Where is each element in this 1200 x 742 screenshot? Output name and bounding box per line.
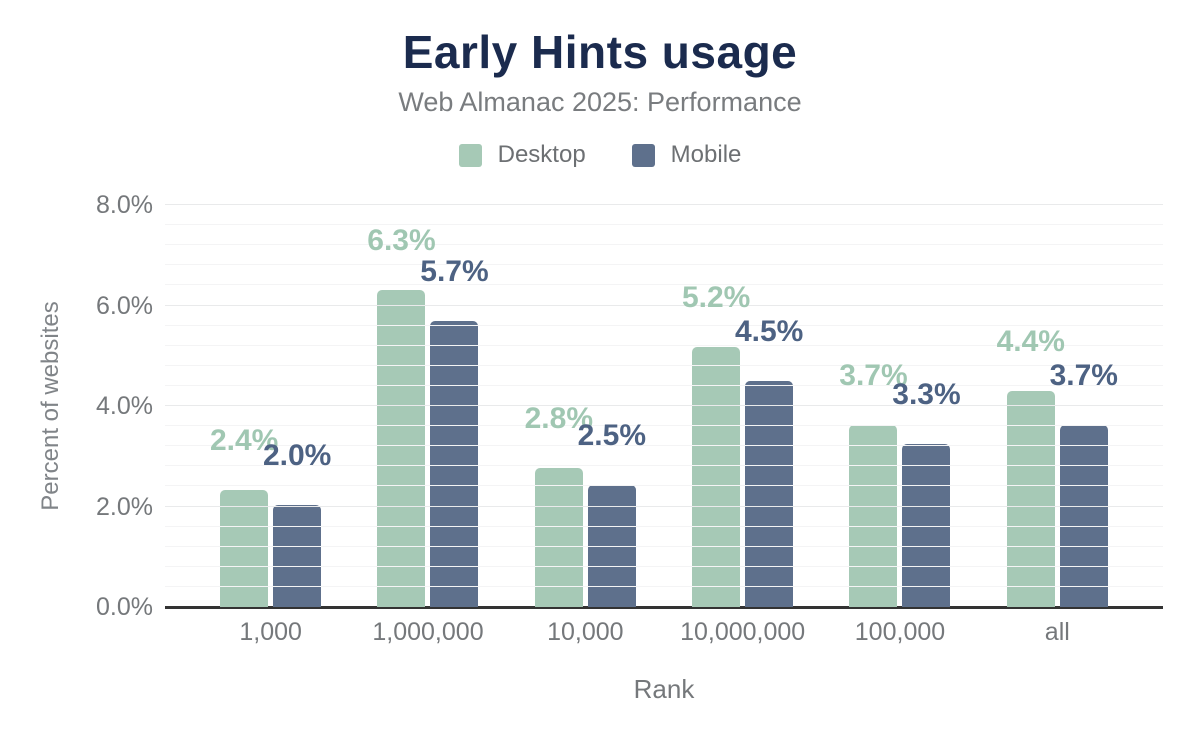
- chart-subtitle: Web Almanac 2025: Performance: [398, 87, 802, 117]
- x-tick-label: 10,000,000: [680, 618, 806, 646]
- bar-mobile: [902, 444, 951, 607]
- legend-label-mobile: Mobile: [670, 141, 742, 168]
- chart-title: Early Hints usage: [402, 26, 798, 78]
- bar-mobile: [1059, 424, 1108, 607]
- bar-desktop: [377, 289, 426, 607]
- minor-gridline: [165, 264, 1163, 266]
- bar-group-1-000: 2.4% 2.0%: [192, 205, 349, 607]
- bar-desktop: [220, 489, 269, 607]
- y-tick-label: 2.0%: [96, 492, 153, 521]
- bar-group-1-000-000: 6.3% 5.7%: [349, 205, 506, 607]
- value-label-mobile: 2.5%: [577, 418, 647, 452]
- bar-mobile: [745, 380, 794, 607]
- bar-groups: 2.4% 2.0% 6.3% 5.7% 2.8% 2.5% 5.2% 4.5% 3.7% 3.3%…: [192, 205, 1136, 607]
- value-label-desktop: 5.2%: [681, 281, 751, 315]
- bar-desktop: [1006, 391, 1055, 607]
- y-tick-label: 6.0%: [96, 291, 153, 320]
- minor-gridline: [165, 545, 1163, 547]
- x-axis-title: Rank: [633, 674, 695, 704]
- minor-gridline: [165, 224, 1163, 226]
- legend-label-desktop: Desktop: [497, 141, 586, 168]
- minor-gridline: [165, 364, 1163, 366]
- value-label-desktop: 3.7%: [839, 358, 908, 392]
- value-label-desktop: 2.4%: [209, 423, 279, 457]
- major-gridline: [165, 204, 1163, 205]
- value-label-mobile: 3.7%: [1049, 358, 1118, 392]
- value-label-desktop: 4.4%: [996, 325, 1065, 359]
- value-label-desktop: 6.3%: [367, 223, 436, 257]
- legend-item-mobile: Mobile: [631, 141, 742, 169]
- value-label-mobile: 5.7%: [420, 254, 489, 288]
- value-label-desktop: 2.8%: [524, 402, 594, 436]
- bar-desktop: [534, 468, 583, 607]
- legend-swatch-desktop: [458, 143, 482, 167]
- x-tick-label: all: [1044, 618, 1070, 646]
- legend: Desktop Mobile: [0, 141, 1200, 169]
- minor-gridline: [165, 284, 1163, 286]
- minor-gridline: [165, 324, 1163, 326]
- value-label-mobile: 2.0%: [262, 439, 332, 472]
- bar-desktop: [849, 424, 898, 607]
- x-axis-tick-labels: 1,000 1,000,000 10,000 10,000,000 100,000 all: [165, 618, 1163, 646]
- minor-gridline: [165, 244, 1163, 246]
- bar-group-10-000-000: 5.2% 4.5%: [664, 205, 821, 607]
- minor-gridline: [165, 465, 1163, 467]
- legend-item-desktop: Desktop: [458, 141, 586, 169]
- bar-mobile: [430, 320, 479, 607]
- minor-gridline: [165, 445, 1163, 447]
- minor-gridline: [165, 565, 1163, 567]
- minor-gridline: [165, 344, 1163, 346]
- legend-swatch-mobile: [631, 143, 655, 167]
- major-gridline: [165, 405, 1163, 406]
- minor-gridline: [165, 525, 1163, 527]
- minor-gridline: [165, 384, 1163, 386]
- major-gridline: [165, 304, 1163, 306]
- bar-group-100-000: 3.7% 3.3%: [821, 205, 978, 607]
- x-tick-label: 1,000: [239, 618, 302, 646]
- y-tick-label: 0.0%: [96, 593, 153, 621]
- y-tick-label: 4.0%: [96, 392, 153, 420]
- minor-gridline: [165, 485, 1163, 487]
- value-label-mobile: 3.3%: [892, 378, 961, 412]
- major-gridline: [165, 505, 1163, 507]
- bar-group-10-000: 2.8% 2.5%: [507, 205, 664, 607]
- x-tick-label: 1,000,000: [372, 618, 484, 646]
- value-label-mobile: 4.5%: [734, 314, 804, 348]
- x-tick-label: 10,000: [547, 618, 624, 646]
- bar-desktop: [692, 347, 741, 607]
- minor-gridline: [165, 585, 1163, 587]
- plot-area: 2.4% 2.0% 6.3% 5.7% 2.8% 2.5% 5.2% 4.5% 3.7% 3.3%…: [96, 191, 1163, 621]
- bar-group-all: 4.4% 3.7%: [979, 205, 1136, 607]
- x-axis-line: [165, 606, 1163, 609]
- minor-gridline: [165, 425, 1163, 427]
- y-tick-label: 8.0%: [96, 191, 153, 219]
- x-tick-label: 100,000: [854, 618, 946, 646]
- bar-mobile: [273, 505, 322, 607]
